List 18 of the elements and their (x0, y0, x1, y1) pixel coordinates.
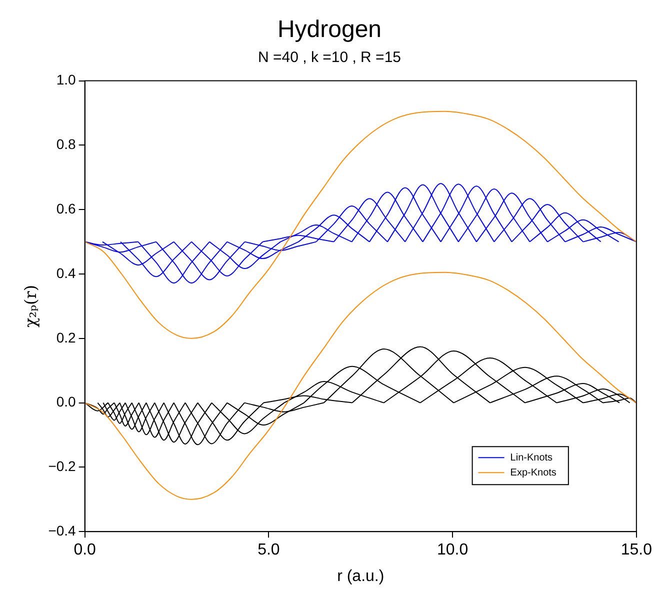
y-tick-label: −0.4 (48, 522, 76, 538)
x-tick-label: 0.0 (74, 542, 96, 559)
y-tick-label: −0.2 (48, 458, 76, 474)
chart-subtitle: N =40 , k =10 , R =15 (258, 48, 402, 66)
y-tick-label: 0.6 (56, 200, 76, 216)
x-tick-label: 15.0 (620, 542, 652, 559)
x-tick-label: 10.0 (436, 542, 468, 559)
x-axis-title: r (a.u.) (337, 568, 384, 585)
chart-title: Hydrogen (277, 16, 382, 44)
x-tick-label: 5.0 (258, 542, 280, 559)
legend-label: Lin-Knots (510, 452, 553, 464)
y-tick-label: 0.8 (56, 136, 76, 152)
y-tick-label: 0.4 (56, 264, 76, 281)
y-tick-label: 0.0 (56, 394, 76, 410)
y-tick-label: 0.2 (56, 329, 76, 346)
y-axis-title: χ₂ₚ(r) (20, 284, 40, 328)
legend-label: Exp-Knots (510, 467, 556, 478)
y-tick-label: 1.0 (56, 72, 76, 88)
